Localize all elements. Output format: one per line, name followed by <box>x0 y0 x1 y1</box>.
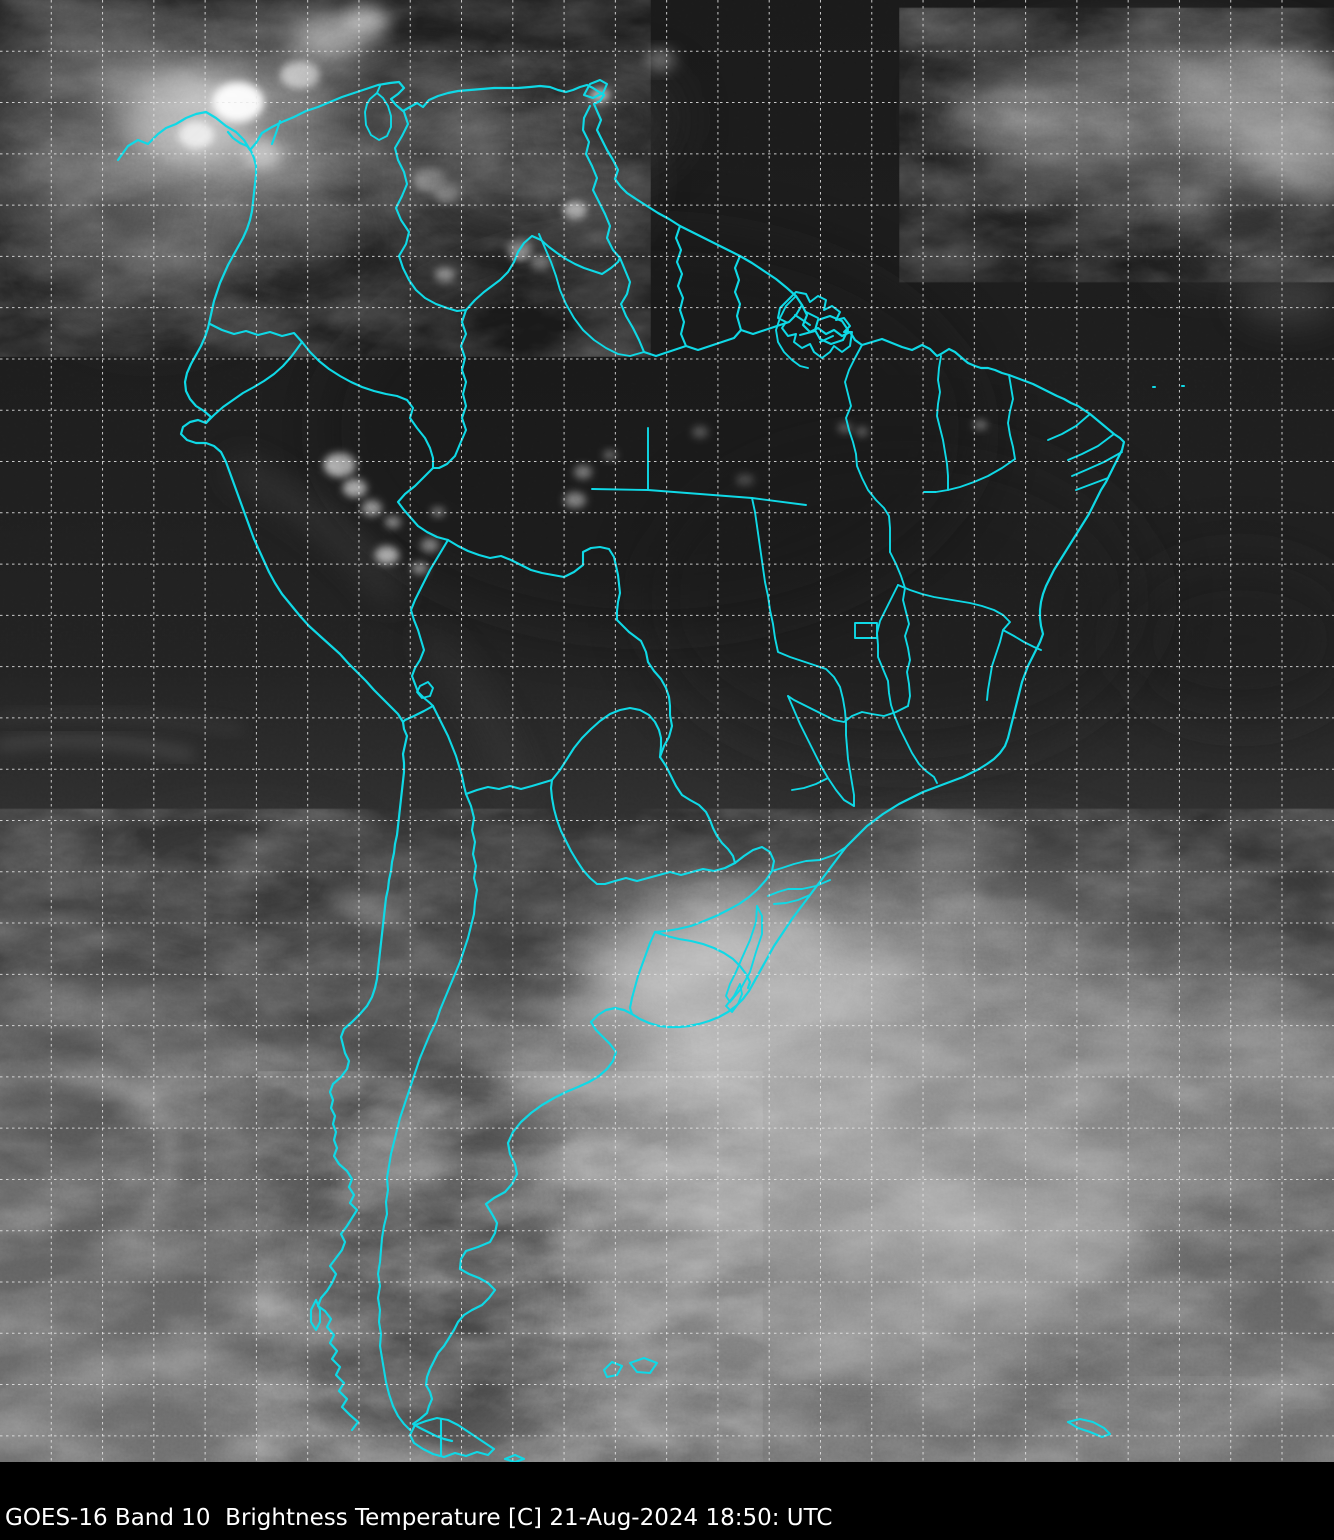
island-outline-5 <box>309 1298 322 1332</box>
state-border-15 <box>767 846 847 905</box>
country-border-8 <box>300 340 435 470</box>
country-border-19 <box>653 845 776 934</box>
island-outline-0 <box>408 1416 526 1464</box>
river-delta-outline-0 <box>777 291 853 359</box>
country-border-7 <box>204 340 304 425</box>
country-border-23 <box>270 119 282 146</box>
state-border-4 <box>936 355 949 491</box>
state-border-3 <box>844 344 891 553</box>
country-border-0 <box>393 110 468 313</box>
country-border-21 <box>653 930 752 990</box>
map-border-overlay <box>116 78 1186 1464</box>
country-border-13 <box>401 704 435 724</box>
lake-outline-1 <box>416 681 434 699</box>
state-border-14 <box>787 695 855 807</box>
country-border-16 <box>550 706 663 782</box>
country-border-6 <box>208 322 304 344</box>
state-border-5 <box>1007 374 1016 460</box>
state-border-10 <box>787 695 909 723</box>
river-delta-outline-1 <box>794 311 834 343</box>
country-border-11 <box>446 538 674 759</box>
country-border-17 <box>658 755 737 865</box>
country-border-15 <box>464 778 554 796</box>
state-border-12 <box>897 584 1042 701</box>
state-border-6 <box>1047 413 1123 491</box>
island-outline-6 <box>1151 384 1186 389</box>
country-border-4 <box>733 254 743 332</box>
state-border-1 <box>591 427 807 506</box>
caption-bar: GOES-16 Band 10 Brightness Temperature [… <box>0 1462 1334 1540</box>
island-outline-4 <box>813 314 850 346</box>
country-border-9 <box>431 308 468 470</box>
country-border-22 <box>376 792 479 1432</box>
state-border-7 <box>923 458 1016 493</box>
country-border-2 <box>581 104 646 354</box>
country-border-20 <box>628 930 657 1016</box>
lake-outline-3 <box>725 983 743 1013</box>
country-border-3 <box>674 224 688 348</box>
country-border-5 <box>642 303 804 358</box>
country-border-10 <box>396 466 450 542</box>
island-outline-2 <box>1066 1417 1112 1439</box>
state-border-2 <box>775 295 809 369</box>
country-border-14 <box>431 704 468 796</box>
caption-text: GOES-16 Band 10 Brightness Temperature [… <box>5 1505 833 1531</box>
island-outline-3 <box>582 78 609 100</box>
state-border-0 <box>538 233 645 357</box>
lake-outline-0 <box>364 85 392 141</box>
state-border-9 <box>751 497 855 807</box>
lake-outline-2 <box>725 905 763 1003</box>
island-outline-1 <box>602 1356 659 1379</box>
state-border-13 <box>876 584 938 784</box>
latlon-grid-overlay <box>0 0 1334 1462</box>
state-border-8 <box>889 551 911 707</box>
